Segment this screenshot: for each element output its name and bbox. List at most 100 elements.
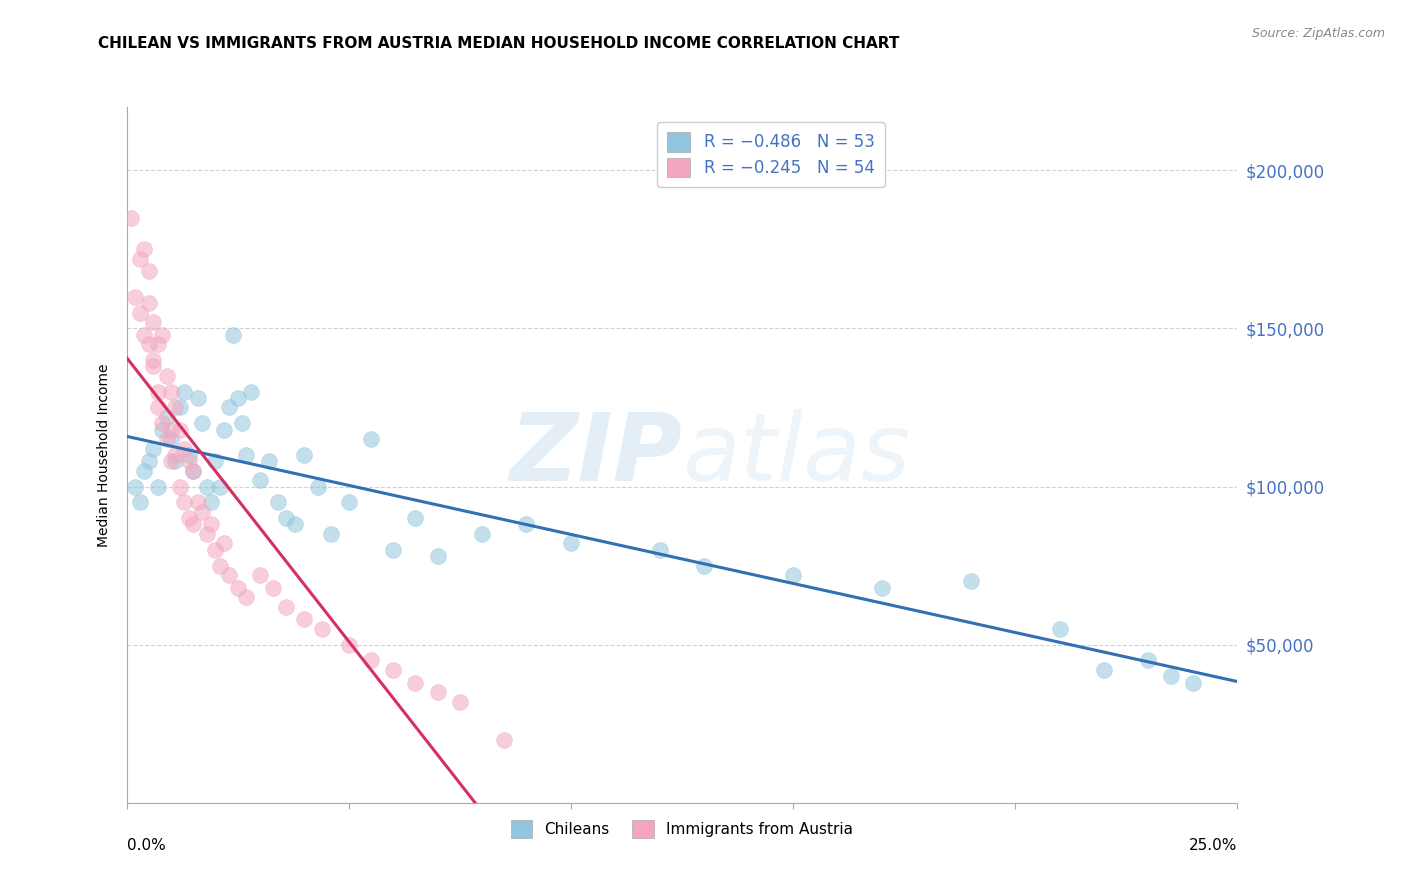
Point	[169, 401, 191, 415]
Point	[276, 599, 298, 614]
Point	[187, 391, 209, 405]
Point	[235, 591, 257, 605]
Point	[142, 359, 165, 374]
Text: ZIP: ZIP	[509, 409, 682, 501]
Point	[292, 612, 315, 626]
Text: Source: ZipAtlas.com: Source: ZipAtlas.com	[1251, 27, 1385, 40]
Point	[218, 568, 240, 582]
Point	[128, 305, 150, 319]
Point	[195, 527, 218, 541]
Point	[160, 454, 183, 468]
Text: atlas: atlas	[682, 409, 910, 500]
Point	[128, 252, 150, 266]
Point	[146, 479, 169, 493]
Point	[222, 327, 245, 342]
Point	[138, 264, 160, 278]
Point	[173, 442, 195, 456]
Point	[208, 479, 231, 493]
Point	[160, 432, 183, 446]
Point	[266, 495, 288, 509]
Point	[226, 581, 249, 595]
Point	[337, 495, 360, 509]
Point	[494, 732, 516, 747]
Text: 25.0%: 25.0%	[1189, 838, 1237, 853]
Point	[959, 574, 981, 589]
Point	[128, 495, 150, 509]
Point	[160, 384, 183, 399]
Legend: Chileans, Immigrants from Austria: Chileans, Immigrants from Austria	[505, 814, 859, 844]
Point	[214, 536, 236, 550]
Point	[169, 479, 191, 493]
Y-axis label: Median Household Income: Median Household Income	[97, 363, 111, 547]
Point	[124, 290, 146, 304]
Point	[257, 454, 280, 468]
Point	[142, 442, 165, 456]
Point	[165, 448, 187, 462]
Point	[177, 511, 200, 525]
Point	[311, 622, 333, 636]
Point	[870, 581, 893, 595]
Point	[124, 479, 146, 493]
Point	[239, 384, 262, 399]
Text: CHILEAN VS IMMIGRANTS FROM AUSTRIA MEDIAN HOUSEHOLD INCOME CORRELATION CHART: CHILEAN VS IMMIGRANTS FROM AUSTRIA MEDIA…	[98, 36, 900, 51]
Point	[134, 327, 156, 342]
Point	[382, 663, 405, 677]
Point	[181, 464, 204, 478]
Point	[177, 448, 200, 462]
Point	[515, 517, 537, 532]
Point	[648, 542, 671, 557]
Point	[214, 423, 236, 437]
Point	[165, 401, 187, 415]
Point	[249, 568, 271, 582]
Point	[155, 432, 177, 446]
Point	[1160, 669, 1182, 683]
Point	[160, 423, 183, 437]
Point	[169, 423, 191, 437]
Point	[173, 495, 195, 509]
Point	[204, 454, 226, 468]
Point	[195, 479, 218, 493]
Point	[360, 653, 382, 667]
Point	[276, 511, 298, 525]
Point	[1137, 653, 1160, 667]
Point	[284, 517, 307, 532]
Point	[319, 527, 342, 541]
Point	[138, 454, 160, 468]
Point	[181, 464, 204, 478]
Point	[307, 479, 329, 493]
Point	[204, 542, 226, 557]
Point	[360, 432, 382, 446]
Point	[200, 495, 222, 509]
Point	[138, 296, 160, 310]
Point	[142, 353, 165, 368]
Point	[292, 448, 315, 462]
Point	[142, 315, 165, 329]
Point	[449, 695, 471, 709]
Point	[150, 417, 173, 431]
Point	[155, 368, 177, 383]
Point	[138, 337, 160, 351]
Point	[1092, 663, 1115, 677]
Point	[782, 568, 804, 582]
Point	[155, 409, 177, 424]
Point	[471, 527, 494, 541]
Point	[426, 685, 449, 699]
Point	[134, 464, 156, 478]
Point	[146, 401, 169, 415]
Point	[404, 675, 426, 690]
Point	[146, 384, 169, 399]
Point	[426, 549, 449, 563]
Point	[235, 448, 257, 462]
Point	[120, 211, 142, 225]
Point	[1049, 622, 1071, 636]
Point	[181, 517, 204, 532]
Point	[191, 505, 214, 519]
Point	[226, 391, 249, 405]
Point	[337, 638, 360, 652]
Point	[146, 337, 169, 351]
Point	[208, 558, 231, 573]
Point	[693, 558, 716, 573]
Point	[150, 423, 173, 437]
Point	[177, 454, 200, 468]
Point	[404, 511, 426, 525]
